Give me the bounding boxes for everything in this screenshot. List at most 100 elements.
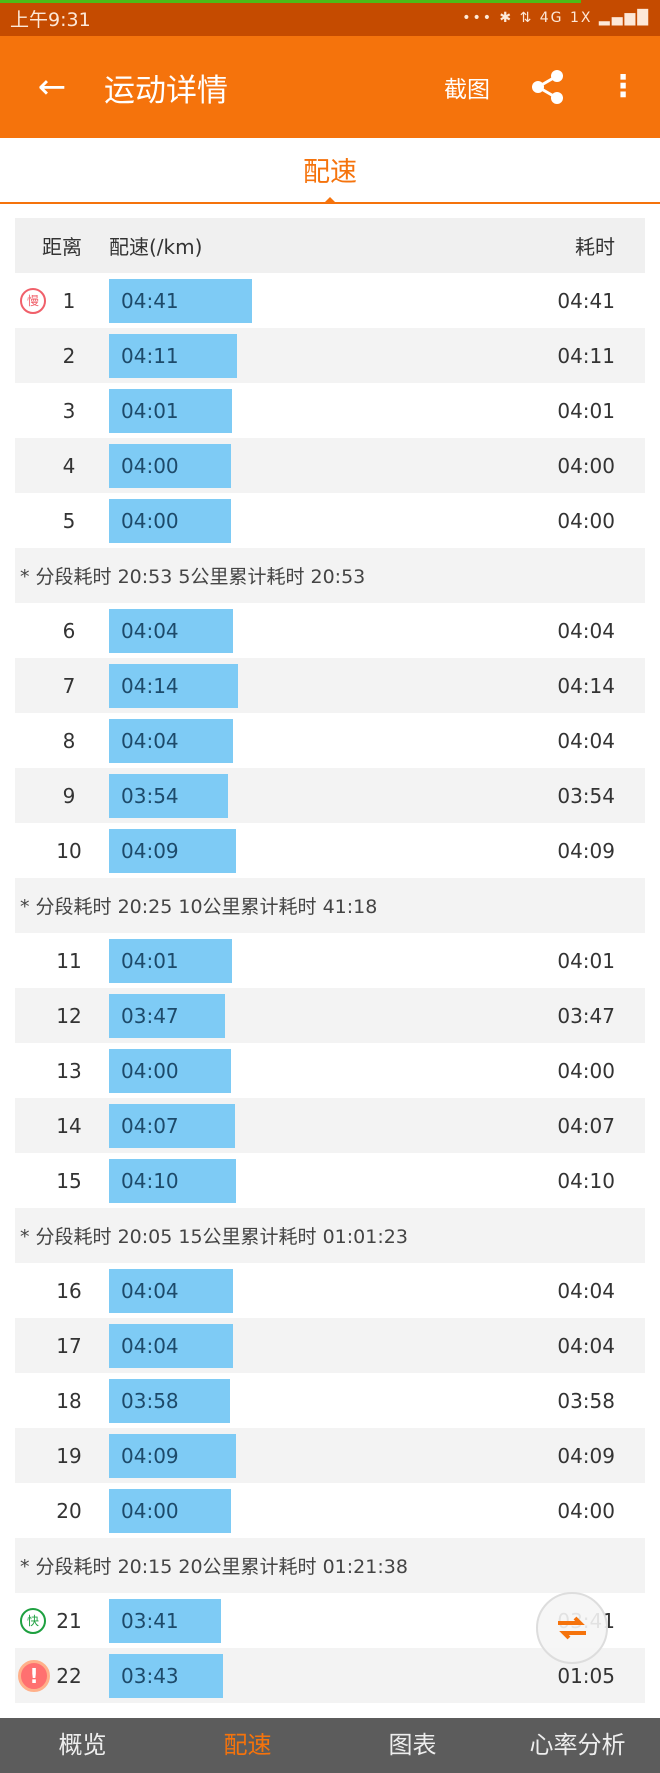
split-time: 04:00 <box>557 508 615 533</box>
page-title: 运动详情 <box>104 72 228 109</box>
nav-heart-rate[interactable]: 心率分析 <box>529 1731 626 1759</box>
screenshot-button[interactable]: 截图 <box>444 77 490 103</box>
split-time: 04:07 <box>557 1113 615 1138</box>
pace-bar: 04:01 <box>109 938 232 983</box>
split-time: 04:04 <box>557 1333 615 1358</box>
table-row: 10 04:09 04:09 <box>15 823 645 878</box>
pace-value: 04:04 <box>121 1278 179 1303</box>
km-number: 1 <box>62 288 76 313</box>
split-time: 04:41 <box>557 288 615 313</box>
table-row: 4 04:00 04:00 <box>15 438 645 493</box>
split-summary-text: * 分段耗时 20:25 10公里累计耗时 41:18 <box>20 896 378 918</box>
pace-bar: 04:00 <box>109 1048 231 1093</box>
split-summary-text: * 分段耗时 20:53 5公里累计耗时 20:53 <box>20 566 366 588</box>
km-number: 2 <box>62 343 76 368</box>
split-time: 04:01 <box>557 398 615 423</box>
split-time: 03:47 <box>557 1003 615 1028</box>
pace-value: 04:09 <box>121 1443 179 1468</box>
back-arrow-icon[interactable]: ← <box>37 67 67 107</box>
pace-value: 04:41 <box>121 288 179 313</box>
pace-value: 04:00 <box>121 508 179 533</box>
km-number: 21 <box>56 1608 82 1633</box>
table-row: 3 04:01 04:01 <box>15 383 645 438</box>
km-number: 16 <box>56 1278 82 1303</box>
status-icons: ••• ✱ ⇅ 4G 1X ▂▄▆█ <box>462 10 650 26</box>
split-summary-row: * 分段耗时 20:53 5公里累计耗时 20:53 <box>15 548 645 603</box>
table-row: 13 04:00 04:00 <box>15 1043 645 1098</box>
nav-charts[interactable]: 图表 <box>388 1731 437 1759</box>
pace-bar: 04:07 <box>109 1103 235 1148</box>
pace-value: 04:10 <box>121 1168 179 1193</box>
pace-value: 03:58 <box>121 1388 179 1413</box>
split-time: 04:11 <box>557 343 615 368</box>
km-number: 8 <box>62 728 76 753</box>
split-time: 04:00 <box>557 453 615 478</box>
pace-bar: 03:41 <box>109 1598 221 1643</box>
pace-bar: 04:09 <box>109 1433 236 1478</box>
pace-bar: 04:00 <box>109 498 231 543</box>
split-summary-row: * 分段耗时 20:25 10公里累计耗时 41:18 <box>15 878 645 933</box>
km-number: 6 <box>62 618 76 643</box>
table-row: 7 04:14 04:14 <box>15 658 645 713</box>
tab-pace[interactable]: 配速 <box>0 138 660 204</box>
km-number: 18 <box>56 1388 82 1413</box>
table-row: 8 04:04 04:04 <box>15 713 645 768</box>
split-time: 04:00 <box>557 1058 615 1083</box>
split-time: 04:00 <box>557 1498 615 1523</box>
table-row: 15 04:10 04:10 <box>15 1153 645 1208</box>
table-row: 17 04:04 04:04 <box>15 1318 645 1373</box>
split-time: 04:09 <box>557 1443 615 1468</box>
split-time: 04:10 <box>557 1168 615 1193</box>
header-distance: 距离 <box>42 235 82 259</box>
split-summary-text: * 分段耗时 20:15 20公里累计耗时 01:21:38 <box>20 1556 408 1578</box>
header-pace: 配速(/km) <box>109 235 203 259</box>
pace-value: 04:07 <box>121 1113 179 1138</box>
pace-value: 04:04 <box>121 618 179 643</box>
pace-bar: 04:04 <box>109 718 233 763</box>
nav-pace[interactable]: 配速 <box>223 1731 272 1759</box>
km-number: 22 <box>56 1663 82 1688</box>
switch-button[interactable] <box>536 1592 608 1664</box>
more-options-icon[interactable]: ⋮ <box>608 69 638 104</box>
table-header: 距离 配速(/km) 耗时 <box>15 218 645 273</box>
table-row: 12 03:47 03:47 <box>15 988 645 1043</box>
pace-bar: 03:54 <box>109 773 228 818</box>
table-row: 5 04:00 04:00 <box>15 493 645 548</box>
split-time: 04:09 <box>557 838 615 863</box>
progress-line <box>0 0 581 3</box>
split-time: 01:05 <box>557 1663 615 1688</box>
split-time: 04:04 <box>557 1278 615 1303</box>
km-number: 13 <box>56 1058 82 1083</box>
pace-bar: 04:41 <box>109 278 252 323</box>
table-row: 2 04:11 04:11 <box>15 328 645 383</box>
split-summary-row: * 分段耗时 20:05 15公里累计耗时 01:01:23 <box>15 1208 645 1263</box>
pace-value: 04:01 <box>121 398 179 423</box>
pace-value: 04:09 <box>121 838 179 863</box>
share-icon[interactable] <box>528 67 568 107</box>
pace-value: 04:00 <box>121 453 179 478</box>
km-number: 11 <box>56 948 82 973</box>
pace-value: 04:04 <box>121 1333 179 1358</box>
split-summary-text: * 分段耗时 20:05 15公里累计耗时 01:01:23 <box>20 1226 408 1248</box>
pace-bar: 04:04 <box>109 1323 233 1368</box>
km-number: 4 <box>62 453 76 478</box>
km-number: 20 <box>56 1498 82 1523</box>
table-row: 16 04:04 04:04 <box>15 1263 645 1318</box>
split-time: 03:54 <box>557 783 615 808</box>
table-row: 19 04:09 04:09 <box>15 1428 645 1483</box>
km-number: 9 <box>62 783 76 808</box>
km-number: 3 <box>62 398 76 423</box>
nav-overview[interactable]: 概览 <box>58 1731 107 1759</box>
pace-value: 03:54 <box>121 783 179 808</box>
pace-bar: 04:14 <box>109 663 238 708</box>
km-number: 12 <box>56 1003 82 1028</box>
pace-value: 04:04 <box>121 728 179 753</box>
pace-value: 04:00 <box>121 1498 179 1523</box>
pace-value: 03:41 <box>121 1608 179 1633</box>
pace-value: 04:01 <box>121 948 179 973</box>
fastest-badge-icon: 快 <box>20 1607 46 1634</box>
split-time: 04:04 <box>557 728 615 753</box>
pace-bar: 04:09 <box>109 828 236 873</box>
app-header: ← 运动详情 截图 ⋮ <box>0 36 660 138</box>
